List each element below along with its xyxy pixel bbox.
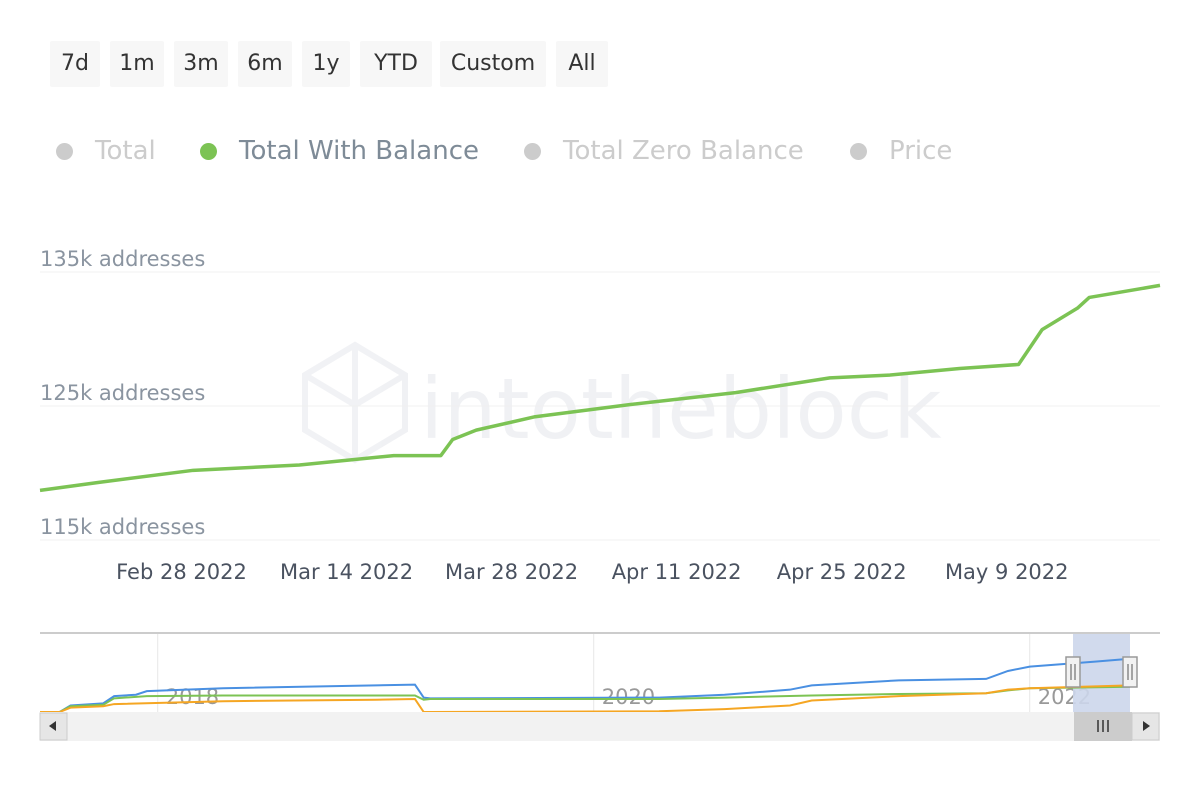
- scrollbar-track: [40, 712, 1160, 741]
- scroll-right-button[interactable]: [1131, 712, 1160, 741]
- x-tick-label: Apr 11 2022: [612, 560, 742, 584]
- handle-box: [1122, 656, 1138, 688]
- scroll-left-button[interactable]: [39, 712, 68, 741]
- range-button-7d[interactable]: 7d: [50, 41, 100, 87]
- arrow-left-icon: [49, 721, 56, 731]
- legend-marker-icon: [56, 142, 73, 160]
- arrow-right-icon: [1143, 721, 1150, 731]
- legend-marker-icon: [200, 142, 217, 160]
- legend-marker-icon: [850, 142, 867, 160]
- range-button-custom[interactable]: Custom: [440, 41, 546, 87]
- x-tick-label: Apr 25 2022: [777, 560, 907, 584]
- legend-item-total[interactable]: Total: [56, 134, 156, 168]
- legend-label: Total: [95, 136, 156, 166]
- x-tick-label: Feb 28 2022: [116, 560, 247, 584]
- legend-label: Price: [889, 136, 953, 166]
- legend-marker-icon: [524, 142, 541, 160]
- x-tick-label: Mar 14 2022: [280, 560, 413, 584]
- range-button-all[interactable]: All: [556, 41, 608, 87]
- y-tick-label: 125k addresses: [40, 381, 205, 405]
- range-button-6m[interactable]: 6m: [238, 41, 292, 87]
- range-button-1m[interactable]: 1m: [110, 41, 164, 87]
- x-tick-label: May 9 2022: [945, 560, 1069, 584]
- range-button-3m[interactable]: 3m: [174, 41, 228, 87]
- handle-box: [1065, 656, 1081, 688]
- legend-label: Total Zero Balance: [563, 136, 804, 166]
- navigator-tick-label: 2020: [602, 685, 655, 709]
- range-button-1y[interactable]: 1y: [302, 41, 350, 87]
- watermark-logo: intotheblock: [302, 341, 942, 464]
- navigator-handle-right[interactable]: [1122, 656, 1138, 688]
- legend-item-total-zero-balance[interactable]: Total Zero Balance: [524, 134, 804, 168]
- navigator-series-total: [40, 657, 1131, 713]
- legend-label: Total With Balance: [239, 136, 479, 166]
- navigator-handle-left[interactable]: [1065, 656, 1081, 688]
- watermark-text: intotheblock: [420, 360, 942, 458]
- navigator-selected-range: [1073, 634, 1130, 712]
- navigator-tick-label: 2018: [166, 685, 219, 709]
- scrollbar[interactable]: [39, 712, 1160, 741]
- navigator-series-total-with-balance: [40, 685, 1131, 713]
- legend-item-price[interactable]: Price: [850, 134, 952, 168]
- x-tick-label: Mar 28 2022: [445, 560, 578, 584]
- y-tick-label: 115k addresses: [40, 515, 205, 539]
- range-button-ytd[interactable]: YTD: [360, 41, 432, 87]
- scrollbar-thumb[interactable]: [1074, 712, 1132, 741]
- legend-item-total-with-balance[interactable]: Total With Balance: [200, 134, 479, 168]
- navigator-tick-label: 2022: [1038, 685, 1091, 709]
- series-line-total-with-balance: [39, 283, 1161, 493]
- y-tick-label: 135k addresses: [40, 247, 205, 271]
- watermark-hex-icon: [302, 341, 408, 464]
- navigator-series-total-zero-balance: [40, 684, 1131, 713]
